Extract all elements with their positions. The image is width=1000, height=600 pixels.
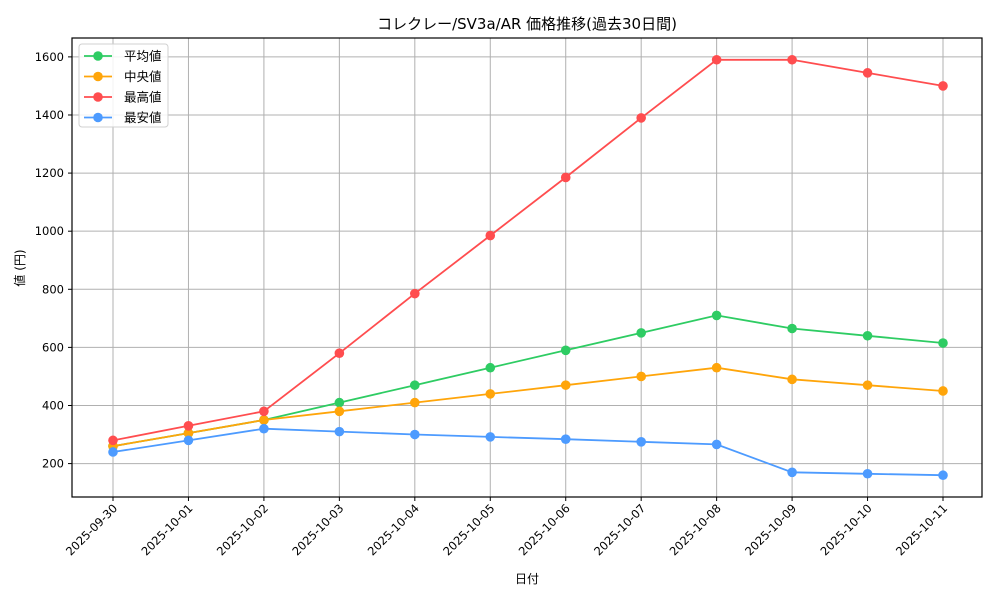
data-point[interactable] xyxy=(636,371,646,382)
data-point[interactable] xyxy=(334,397,345,408)
y-tick-label: 1000 xyxy=(35,224,64,238)
data-point[interactable] xyxy=(711,54,722,65)
data-point[interactable] xyxy=(485,362,496,373)
series-2 xyxy=(108,54,948,446)
y-tick-label: 200 xyxy=(42,457,64,471)
data-point[interactable] xyxy=(334,426,345,437)
data-point[interactable] xyxy=(862,68,873,78)
data-point[interactable] xyxy=(560,172,571,183)
data-point[interactable] xyxy=(787,374,797,385)
series-3 xyxy=(108,423,948,481)
data-point[interactable] xyxy=(862,380,873,390)
series-1 xyxy=(108,362,948,451)
series-line xyxy=(112,366,944,448)
data-point[interactable] xyxy=(108,447,118,457)
legend-marker-icon xyxy=(93,92,103,102)
data-point[interactable] xyxy=(259,415,269,425)
x-tick-label: 2025-10-05 xyxy=(440,501,497,558)
data-point[interactable] xyxy=(560,434,571,444)
grid-lines xyxy=(72,38,982,497)
plot-frame xyxy=(71,37,983,498)
data-point[interactable] xyxy=(938,470,948,481)
x-tick-label: 2025-10-03 xyxy=(289,501,346,558)
data-point[interactable] xyxy=(485,389,496,399)
data-point[interactable] xyxy=(334,406,345,417)
x-tick-label: 2025-10-06 xyxy=(516,501,573,558)
data-point[interactable] xyxy=(259,423,269,434)
x-tick-label: 2025-10-09 xyxy=(742,501,799,558)
legend-label: 最高値 xyxy=(124,90,162,105)
legend-item: 最高値 xyxy=(84,90,162,105)
x-tick-label: 2025-09-30 xyxy=(63,501,120,558)
legend-label: 最安値 xyxy=(124,110,162,125)
chart-title: コレクレー/SV3a/AR 価格推移(過去30日間) xyxy=(377,15,677,33)
x-tick-label: 2025-10-11 xyxy=(893,501,950,558)
legend-item: 平均値 xyxy=(84,49,162,64)
data-point[interactable] xyxy=(183,428,194,438)
y-tick-label: 800 xyxy=(42,282,64,296)
x-tick-label: 2025-10-08 xyxy=(667,501,724,558)
data-point[interactable] xyxy=(183,421,194,431)
data-point[interactable] xyxy=(711,362,722,373)
data-point[interactable] xyxy=(560,380,571,390)
data-point[interactable] xyxy=(938,81,948,91)
data-point[interactable] xyxy=(485,230,496,241)
y-tick-label: 600 xyxy=(42,340,64,354)
data-point[interactable] xyxy=(938,338,948,348)
y-tick-label: 1600 xyxy=(35,50,64,64)
x-axis-label: 日付 xyxy=(515,572,539,586)
legend-label: 平均値 xyxy=(124,49,162,64)
data-point[interactable] xyxy=(636,437,646,447)
data-point[interactable] xyxy=(334,348,345,358)
data-point[interactable] xyxy=(787,323,797,334)
legend-marker-icon xyxy=(93,71,103,82)
x-axis-ticks: 2025-09-30 2025-10-01 2025-10-02 2025-10-03… xyxy=(63,497,950,558)
data-point[interactable] xyxy=(560,345,571,356)
legend-label: 中央値 xyxy=(124,69,162,84)
legend-marker-icon xyxy=(93,112,103,123)
series-line xyxy=(112,427,944,477)
x-tick-label: 2025-10-10 xyxy=(818,501,875,558)
data-point[interactable] xyxy=(636,328,646,338)
data-point[interactable] xyxy=(410,380,420,390)
legend-item: 中央値 xyxy=(84,69,162,84)
series-line xyxy=(112,58,944,442)
series-layer xyxy=(108,54,948,481)
data-point[interactable] xyxy=(183,435,194,446)
legend-item: 最安値 xyxy=(84,110,162,125)
y-tick-label: 400 xyxy=(42,398,64,412)
data-point[interactable] xyxy=(862,330,873,341)
data-point[interactable] xyxy=(787,54,797,65)
data-point[interactable] xyxy=(485,432,496,442)
x-tick-label: 2025-10-07 xyxy=(591,501,648,558)
data-point[interactable] xyxy=(862,468,873,479)
data-point[interactable] xyxy=(410,397,420,408)
x-tick-label: 2025-10-02 xyxy=(214,501,271,558)
legend-marker-icon xyxy=(93,51,103,61)
x-tick-label: 2025-10-04 xyxy=(365,501,422,558)
y-tick-label: 1200 xyxy=(35,166,64,180)
data-point[interactable] xyxy=(787,467,797,478)
y-axis-label: 値 (円) xyxy=(12,249,27,286)
data-point[interactable] xyxy=(938,386,948,396)
y-axis-ticks: 200 400 600 800 1000 1200 1400 1600 xyxy=(35,50,72,471)
data-point[interactable] xyxy=(259,406,269,417)
y-tick-label: 1400 xyxy=(35,108,64,122)
x-tick-label: 2025-10-01 xyxy=(138,501,195,558)
data-point[interactable] xyxy=(410,288,420,299)
data-point[interactable] xyxy=(711,439,722,450)
legend-box xyxy=(78,43,169,128)
data-point[interactable] xyxy=(108,435,118,446)
data-point[interactable] xyxy=(636,113,646,123)
data-point[interactable] xyxy=(711,310,722,321)
data-point[interactable] xyxy=(410,429,420,440)
